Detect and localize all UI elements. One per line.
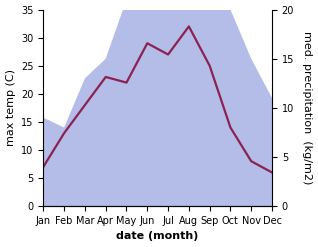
Y-axis label: med. precipitation  (kg/m2): med. precipitation (kg/m2) [302,31,313,185]
X-axis label: date (month): date (month) [116,231,199,242]
Y-axis label: max temp (C): max temp (C) [5,69,16,146]
